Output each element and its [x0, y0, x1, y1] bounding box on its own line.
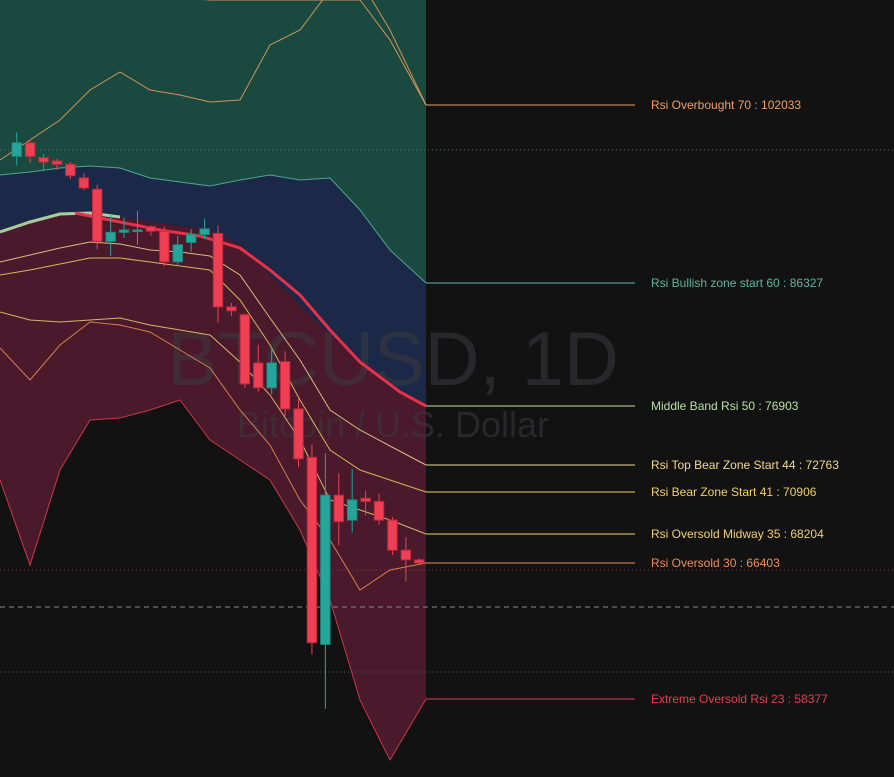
candle: [199, 218, 210, 240]
candle-body: [38, 157, 49, 163]
zone-fills: [0, 0, 426, 760]
candle-body: [239, 314, 251, 385]
band-extensions: [426, 104, 635, 700]
candle: [239, 313, 251, 388]
candle-body: [333, 494, 344, 523]
candle-body: [185, 234, 197, 244]
candle: [400, 537, 412, 582]
candle-body: [400, 549, 412, 561]
candle-body: [105, 231, 116, 242]
band-label: Middle Band Rsi 50 : 76903: [651, 399, 799, 413]
candle: [387, 516, 398, 555]
band-label: Rsi Top Bear Zone Start 44 : 72763: [651, 458, 839, 472]
candle-body: [226, 306, 237, 312]
candle-body: [306, 456, 318, 644]
candle-body: [279, 361, 291, 410]
candle: [373, 493, 385, 525]
candle: [132, 210, 143, 245]
candle-body: [320, 494, 331, 645]
candle-body: [92, 188, 103, 242]
candle: [145, 225, 157, 236]
band-label: Rsi Oversold 30 : 66403: [651, 556, 780, 570]
candle: [11, 132, 22, 166]
candle: [346, 468, 358, 533]
band-label: Rsi Bullish zone start 60 : 86327: [651, 276, 823, 290]
candle-body: [212, 232, 224, 308]
candle-body: [51, 160, 63, 165]
candle: [333, 473, 344, 546]
candle: [78, 173, 90, 191]
extreme-oversold-curve: [0, 399, 427, 762]
band-label: Rsi Oversold Midway 35 : 68204: [651, 527, 824, 541]
bullish-zone-fill: [0, 166, 426, 406]
candle-body: [346, 499, 358, 521]
candle-body: [199, 228, 210, 236]
candle-body: [159, 230, 170, 263]
candle-body: [387, 519, 398, 551]
band-label: Extreme Oversold Rsi 23 : 58377: [651, 692, 828, 706]
band-label: Rsi Overbought 70 : 102033: [651, 98, 801, 112]
candles: [11, 132, 425, 709]
candle-body: [118, 229, 130, 233]
candle-body: [266, 362, 277, 389]
candle: [226, 302, 237, 316]
candle: [293, 398, 304, 468]
candle-body: [414, 559, 425, 564]
candle: [51, 158, 63, 170]
candle-body: [78, 177, 90, 189]
candle: [320, 453, 331, 709]
bear-zone-fill: [0, 213, 426, 760]
candle-body: [145, 226, 157, 232]
candle: [65, 162, 76, 180]
candle: [414, 558, 425, 565]
candle-body: [11, 142, 22, 157]
oversold-curve: [0, 321, 427, 591]
candle: [172, 235, 183, 267]
band-labels: Rsi Overbought 70 : 102033 Rsi Bullish zo…: [651, 98, 839, 706]
candle-body: [132, 229, 143, 233]
bear-zone-curve: [0, 257, 427, 493]
top-bear-zone-curve: [0, 241, 427, 466]
candle-body: [360, 497, 371, 502]
candle-body: [293, 408, 304, 460]
candle: [266, 347, 277, 395]
candle-body: [24, 142, 36, 157]
candle: [306, 444, 318, 655]
candle-body: [65, 163, 76, 177]
candle-body: [373, 500, 385, 521]
candle: [360, 490, 371, 516]
candle: [24, 139, 36, 164]
candle: [279, 351, 291, 417]
candle-body: [253, 362, 264, 389]
watermark-description: Bitcoin / U.S. Dollar: [237, 404, 549, 445]
candle: [212, 225, 224, 323]
candle: [105, 215, 116, 257]
grid-lines: [0, 149, 894, 673]
candle-body: [172, 244, 183, 263]
band-label: Rsi Bear Zone Start 41 : 70906: [651, 485, 817, 499]
overbought-curve: [0, 0, 427, 161]
candle: [253, 344, 264, 392]
candle: [185, 228, 197, 252]
candle: [118, 217, 130, 238]
watermark-symbol: BTCUSD, 1D: [167, 317, 619, 402]
candle: [159, 226, 170, 267]
candle: [92, 184, 103, 250]
candle: [38, 154, 49, 172]
overbought-zone-fill: [0, 0, 426, 283]
